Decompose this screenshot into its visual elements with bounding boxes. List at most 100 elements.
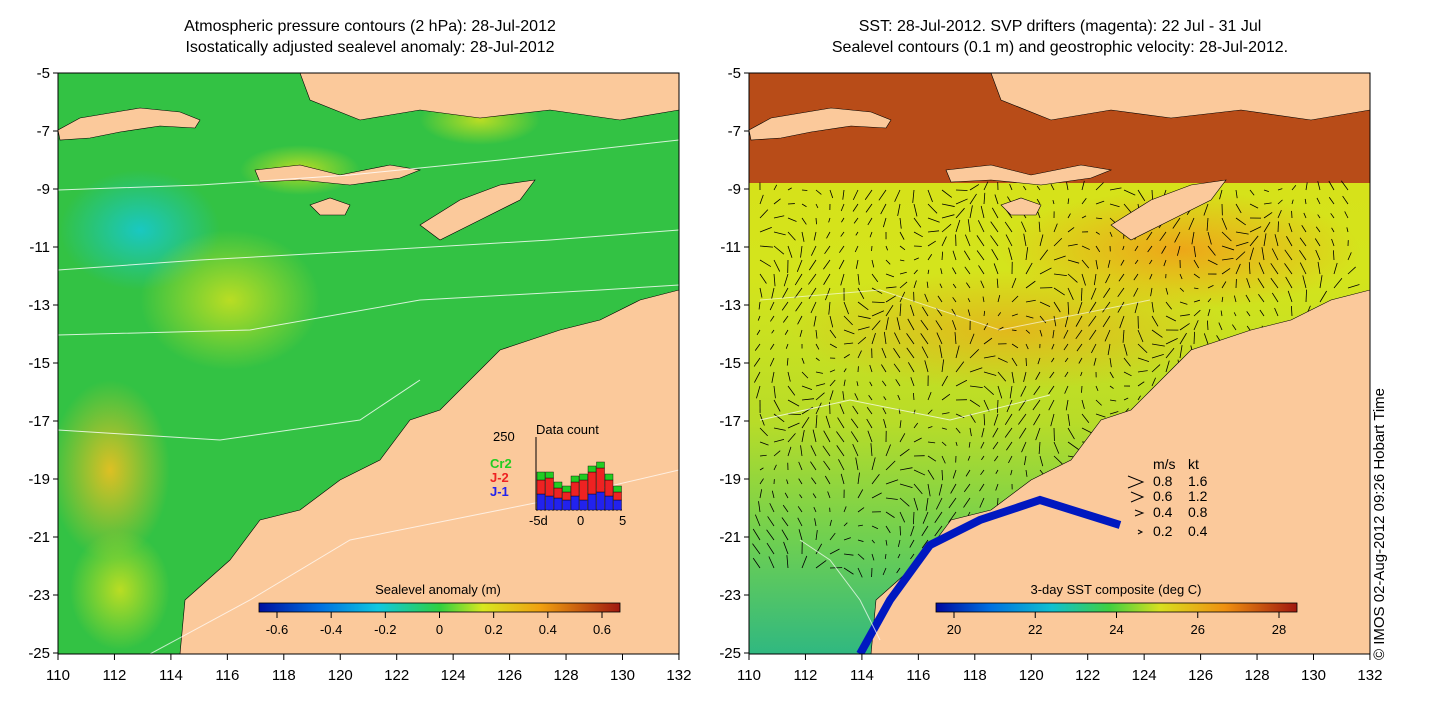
- velocity-arrow: [1246, 311, 1251, 317]
- velocity-arrow: [837, 417, 845, 429]
- velocity-arrow: [1081, 259, 1090, 269]
- velocity-arrow: [1165, 347, 1175, 359]
- velocity-arrow: [967, 309, 971, 317]
- velocity-arrow: [1053, 237, 1063, 247]
- velocity-arrow: [1119, 315, 1125, 329]
- velocity-arrow: [781, 301, 789, 311]
- velocity-arrow: [1147, 245, 1153, 253]
- velocity-arrow: [867, 217, 873, 226]
- inset-bar-segment: [570, 495, 580, 511]
- velocity-arrow: [1064, 315, 1069, 328]
- velocity-arrow: [773, 464, 777, 471]
- y-tick-label: -5: [37, 65, 50, 82]
- velocity-arrow: [1095, 413, 1106, 418]
- x-tick-label: 124: [441, 667, 466, 684]
- velocity-arrow: [1048, 385, 1055, 395]
- warm-sst-patch: [790, 270, 1230, 390]
- velocity-arrow: [1235, 241, 1249, 247]
- velocity-arrow: [1093, 273, 1097, 286]
- velocity-arrow: [968, 441, 971, 448]
- velocity-arrow: [867, 430, 873, 443]
- velocity-arrow: [967, 298, 971, 303]
- velocity-arrow: [1263, 233, 1267, 247]
- velocity-arrow: [1221, 268, 1231, 275]
- velocity-arrow: [969, 184, 980, 191]
- inset-bar-segment: [553, 497, 563, 511]
- velocity-arrow: [969, 367, 983, 373]
- velocity-arrow: [773, 399, 781, 412]
- velocity-arrow: [857, 326, 870, 331]
- velocity-arrow: [801, 203, 807, 208]
- right-title-line1: SST: 28-Jul-2012. SVP drifters (magenta)…: [858, 18, 1262, 35]
- velocity-arrow: [787, 371, 791, 382]
- colorbar-tick-label: 0.4: [539, 622, 557, 637]
- velocity-arrow: [1315, 249, 1321, 261]
- velocity-arrow: [910, 553, 915, 560]
- y-tick-label: -5: [728, 65, 741, 82]
- velocity-arrow: [771, 371, 775, 383]
- velocity-arrow: [1095, 200, 1105, 205]
- y-tick-label: -9: [37, 181, 50, 198]
- speed-kt: 0.8: [1188, 504, 1208, 520]
- velocity-arrow: [927, 203, 938, 214]
- velocity-arrow: [913, 511, 915, 525]
- velocity-arrow: [781, 287, 789, 299]
- velocity-arrow: [1328, 180, 1335, 191]
- velocity-arrow: [1075, 329, 1083, 340]
- velocity-arrow: [899, 511, 906, 523]
- velocity-arrow: [1284, 263, 1293, 275]
- velocity-arrow: [1039, 329, 1043, 337]
- velocity-arrow: [1134, 245, 1139, 252]
- velocity-arrow: [1051, 357, 1055, 363]
- velocity-arrow: [1067, 243, 1078, 247]
- velocity-arrow: [1317, 181, 1321, 191]
- velocity-arrow: [1109, 231, 1113, 237]
- velocity-arrow: [913, 257, 919, 261]
- velocity-arrow: [941, 393, 951, 401]
- velocity-arrow: [893, 363, 901, 373]
- velocity-arrow: [950, 483, 957, 494]
- velocity-arrow: [752, 528, 761, 541]
- y-tick-label: -15: [28, 355, 50, 372]
- velocity-arrow: [1235, 263, 1241, 275]
- velocity-arrow: [1161, 245, 1167, 254]
- velocity-arrow: [1080, 287, 1083, 301]
- velocity-arrow: [1137, 357, 1150, 362]
- velocity-arrow: [857, 507, 865, 513]
- velocity-arrow: [981, 427, 985, 438]
- velocity-arrow: [810, 445, 817, 457]
- velocity-arrow: [927, 240, 936, 247]
- velocity-arrow: [899, 303, 902, 317]
- velocity-arrow: [954, 332, 957, 345]
- velocity-arrow: [857, 350, 862, 359]
- velocity-arrow: [1038, 441, 1041, 455]
- y-tick-label: -11: [720, 239, 741, 256]
- velocity-arrow: [981, 455, 985, 461]
- velocity-arrow: [1333, 277, 1343, 289]
- velocity-arrow: [843, 506, 847, 513]
- velocity-arrow: [1137, 329, 1144, 343]
- velocity-arrow: [843, 368, 847, 373]
- velocity-arrow: [980, 441, 985, 449]
- velocity-arrow: [913, 497, 919, 511]
- velocity-arrow: [773, 273, 776, 287]
- velocity-arrow: [955, 441, 958, 446]
- velocity-arrow: [893, 347, 901, 359]
- velocity-arrow: [871, 273, 879, 283]
- velocity-arrow: [1277, 209, 1282, 219]
- velocity-arrow: [829, 548, 840, 555]
- land-polygon: [1110, 179, 1227, 241]
- velocity-arrow: [1011, 313, 1018, 317]
- velocity-arrow: [795, 301, 803, 312]
- velocity-arrow: [759, 489, 763, 499]
- velocity-arrow: [1053, 301, 1061, 313]
- velocity-arrow: [899, 271, 907, 275]
- x-tick-label: 110: [737, 667, 761, 684]
- velocity-arrow: [773, 385, 776, 399]
- velocity-arrow: [1039, 267, 1052, 275]
- velocity-arrow: [857, 315, 871, 319]
- velocity-arrow: [1093, 357, 1097, 366]
- velocity-arrow: [921, 525, 929, 537]
- y-tick-label: -21: [719, 529, 741, 546]
- land-polygon: [254, 164, 422, 186]
